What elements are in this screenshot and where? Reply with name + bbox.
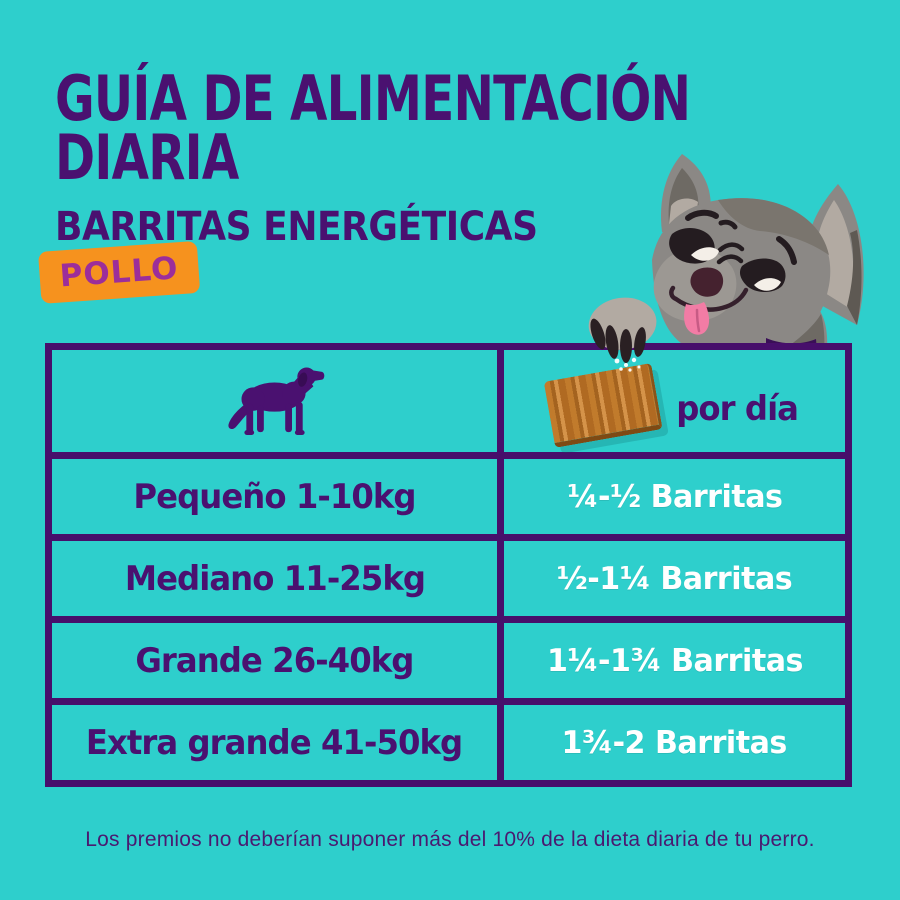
page-title-line1: GUÍA DE ALIMENTACIÓN [55,62,691,135]
dog-size-label: Grande 26-40kg [135,640,414,681]
feeding-guide-table: por día Pequeño 1-10kg ¼-½ Barritas Medi… [45,343,852,787]
table-row: Extra grande 41-50kg 1¾-2 Barritas [52,705,845,780]
page-title-line2: DIARIA [55,120,239,194]
dog-size-cell: Grande 26-40kg [52,623,497,698]
dog-silhouette-icon [227,367,324,435]
crumb-specks [614,357,641,372]
amount-cell: 1¼-1¾ Barritas [504,623,845,698]
table-row: Mediano 11-25kg ½-1¼ Barritas [52,541,845,616]
treat-bar-icon [543,362,663,448]
dog-size-label: Pequeño 1-10kg [133,476,416,517]
dog-size-cell: Mediano 11-25kg [52,541,497,616]
footer-disclaimer: Los premios no deberían suponer más del … [85,828,815,851]
table-row: Grande 26-40kg 1¼-1¾ Barritas [52,623,845,698]
table-row: Pequeño 1-10kg ¼-½ Barritas [52,459,845,534]
dog-size-cell: Pequeño 1-10kg [52,459,497,534]
amount-cell: 1¾-2 Barritas [504,705,845,780]
table-header-row: por día [52,350,845,452]
amount-label: 1¾-2 Barritas [561,724,788,761]
page-title: GUÍA DE ALIMENTACIÓN DIARIA [55,62,691,194]
dog-size-cell: Extra grande 41-50kg [52,705,497,780]
flavor-badge: POLLO [38,240,201,304]
amount-header-cell: por día [504,350,845,452]
product-subtitle: BARRITAS ENERGÉTICAS [55,204,538,250]
french-bulldog-mascot-illustration [652,154,864,351]
amount-label: 1¼-1¾ Barritas [546,642,803,679]
amount-label: ¼-½ Barritas [566,478,783,515]
amount-label: ½-1¼ Barritas [556,560,793,597]
dog-paw-icon [588,297,657,372]
per-day-label: por día [676,389,799,429]
amount-cell: ½-1¼ Barritas [504,541,845,616]
dog-size-label: Mediano 11-25kg [124,558,425,599]
dog-size-label: Extra grande 41-50kg [86,722,463,763]
size-header-cell [52,350,497,452]
amount-cell: ¼-½ Barritas [504,459,845,534]
